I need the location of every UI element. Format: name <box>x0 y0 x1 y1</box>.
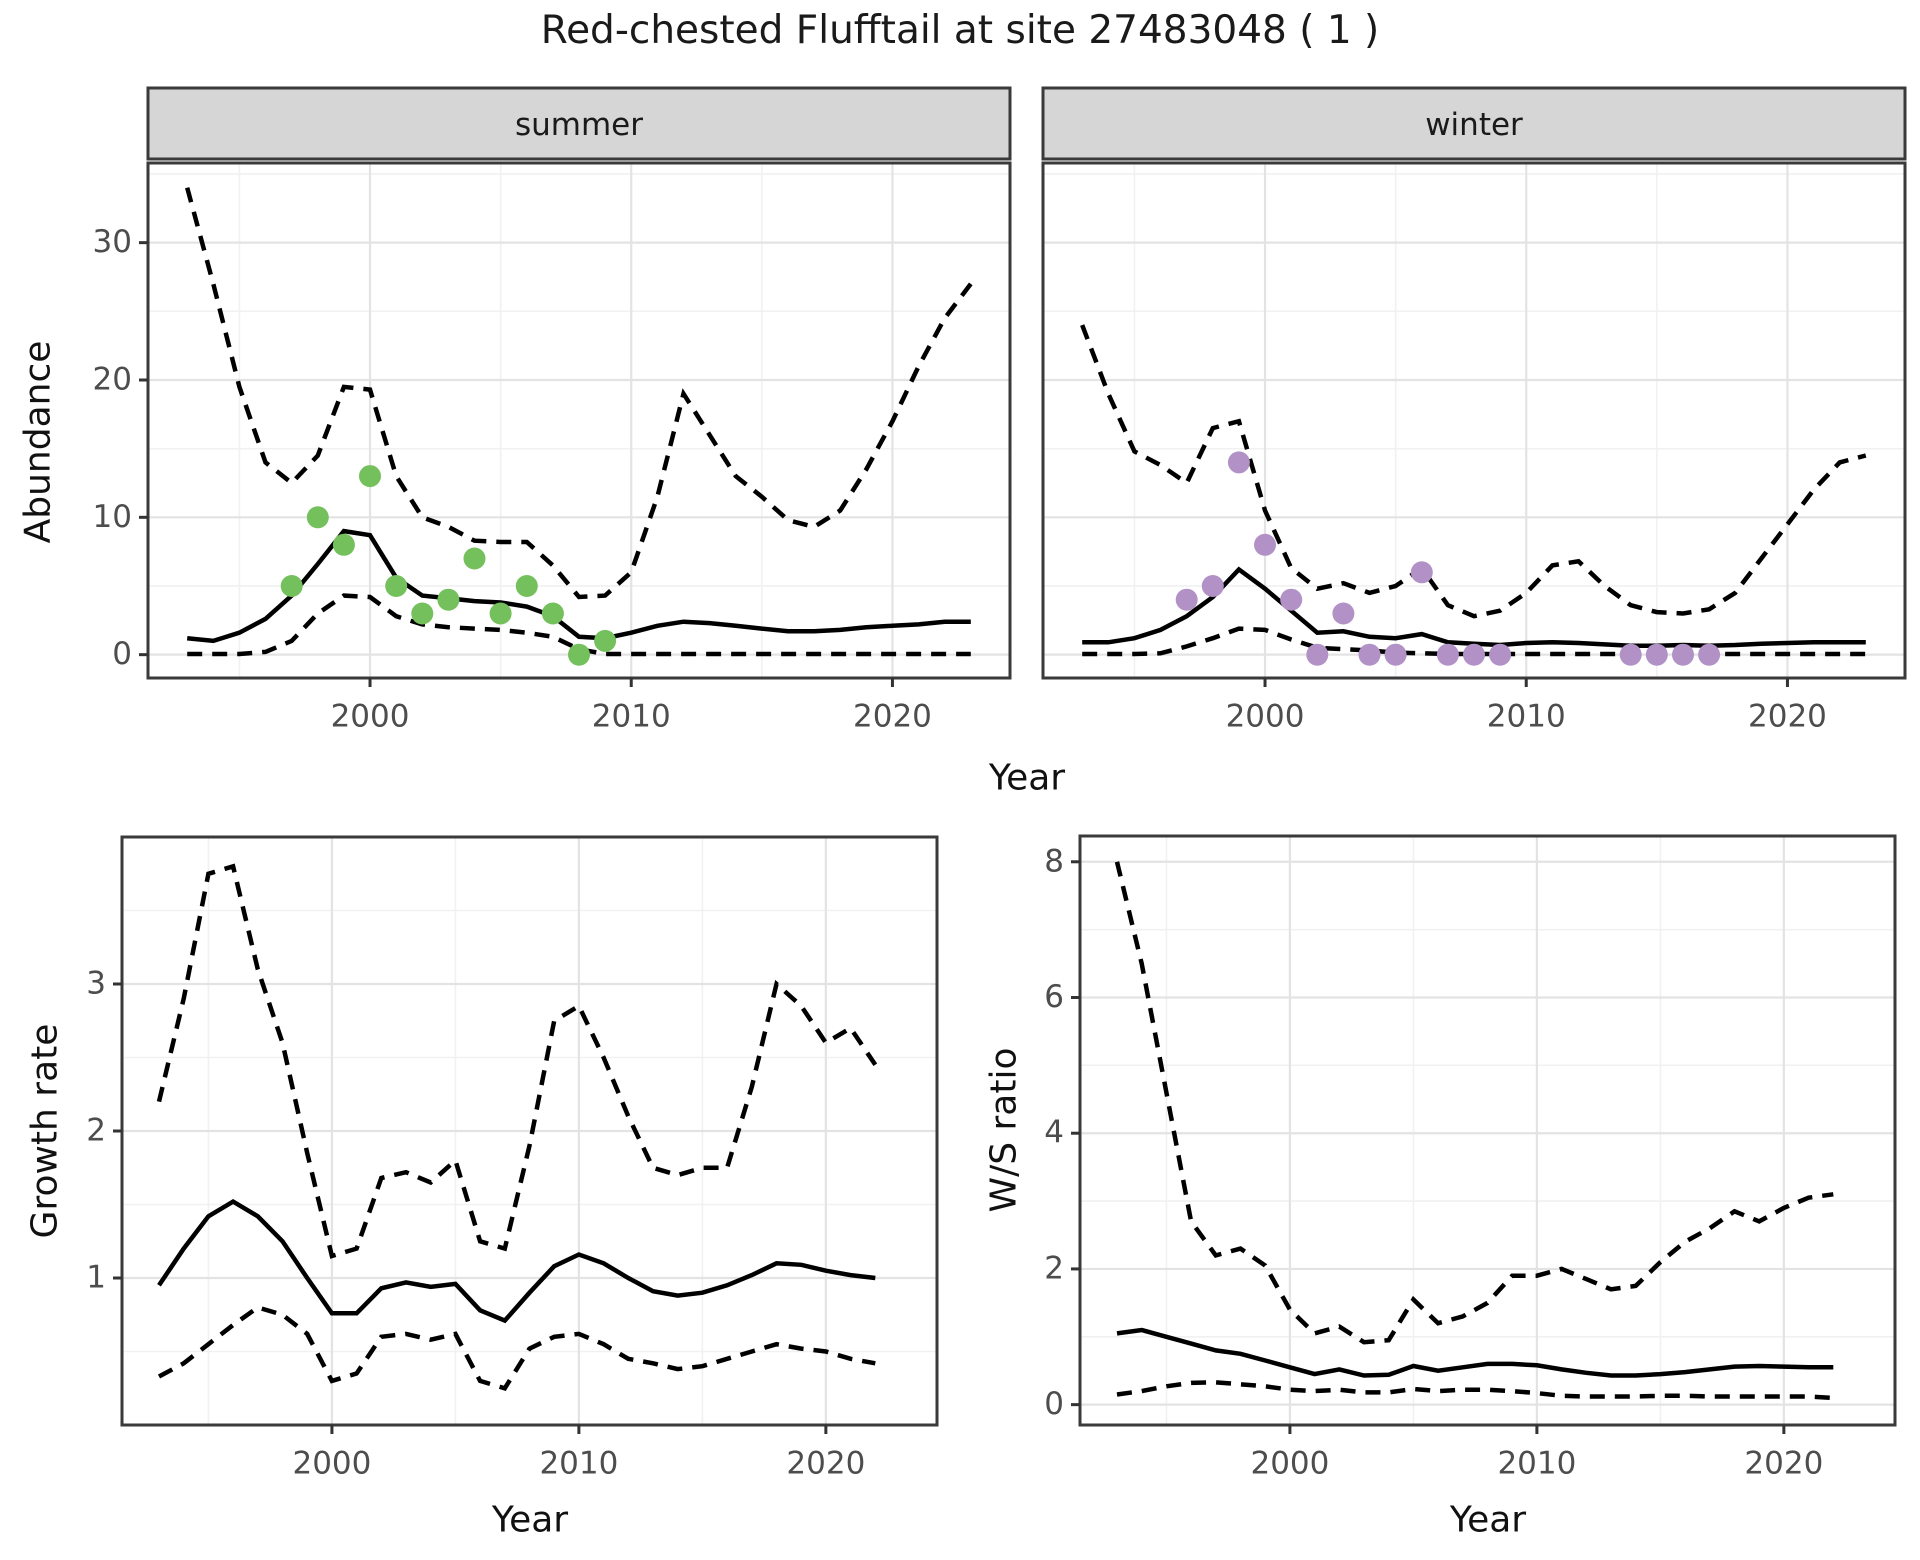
growth-rate-x-tick-label: 2000 <box>292 1446 371 1482</box>
summer-x-tick-label: 2020 <box>853 699 932 735</box>
summer-x-tick-label: 2000 <box>331 699 410 735</box>
summer-panel-background <box>148 163 1010 678</box>
facet-strip-label-winter: winter <box>1425 107 1523 143</box>
growth-rate-panel: 2000 2010 2020 1 2 3 <box>86 835 939 1482</box>
winter-panel-background <box>1043 163 1905 678</box>
winter-observed-point <box>1280 588 1303 611</box>
winter-facet-strip <box>1041 86 1907 161</box>
ws-ratio-y-tick-label: 2 <box>1044 1250 1064 1286</box>
winter-observed-point <box>1384 643 1407 666</box>
summer-observed-point <box>515 575 538 597</box>
winter-lower-ci-line <box>1082 626 1866 657</box>
ws-ratio-y-axis-title: W/S ratio <box>983 1047 1025 1213</box>
winter-x-tick-label: 2020 <box>1748 699 1827 735</box>
ws-ratio-x-tick-label: 2010 <box>1497 1446 1576 1482</box>
winter-x-tick-label: 2000 <box>1226 699 1305 735</box>
summer-observed-point <box>489 602 512 625</box>
ws-ratio-upper-ci-line <box>1114 861 1834 1345</box>
winter-observed-point <box>1332 602 1355 625</box>
ws-ratio-x-tick-label: 2020 <box>1744 1446 1823 1482</box>
summer-panel: 2000 2010 2020 0 10 20 30 <box>93 86 1012 735</box>
summer-observed-point <box>594 629 617 652</box>
abundance-y-axis-title: Abundance <box>17 340 59 544</box>
summer-observed-point <box>306 506 329 529</box>
summer-observed-point <box>463 547 486 570</box>
winter-observed-point <box>1463 643 1485 666</box>
winter-panel: 2000 2010 2020 <box>1041 86 1907 735</box>
summer-observed-point <box>411 602 434 625</box>
summer-observed-point <box>568 643 590 666</box>
summer-observed-point <box>332 533 355 556</box>
ws-ratio-y-tick-label: 0 <box>1044 1386 1064 1422</box>
chart-title: Red-chested Flufftail at site 27483048 (… <box>540 8 1380 53</box>
winter-observed-point <box>1619 643 1642 666</box>
summer-y-tick-label: 20 <box>93 361 132 397</box>
winter-observed-point <box>1645 643 1668 666</box>
winter-observed-point <box>1254 533 1276 556</box>
growth-rate-upper-ci-line <box>156 863 878 1259</box>
winter-observed-point <box>1489 643 1512 666</box>
winter-observed-point <box>1436 643 1459 666</box>
growth-rate-x-tick-label: 2010 <box>539 1446 618 1482</box>
summer-observed-point <box>359 465 381 488</box>
summer-observed-point <box>437 588 460 611</box>
growth-rate-mean-line <box>157 1198 876 1324</box>
growth-rate-y-tick-label: 2 <box>86 1113 106 1149</box>
ws-ratio-lower-ci-line <box>1116 1380 1834 1401</box>
winter-panel-border <box>1041 161 1907 680</box>
growth-rate-y-tick-label: 3 <box>86 966 106 1002</box>
winter-observed-point <box>1672 643 1694 666</box>
ws-ratio-panel-border <box>1078 834 1897 1427</box>
ws-ratio-x-tick-label: 2000 <box>1250 1446 1329 1482</box>
ws-ratio-y-tick-label: 8 <box>1044 843 1064 879</box>
summer-upper-ci-line <box>185 187 973 600</box>
ws-ratio-panel: 2000 2010 2020 0 2 4 6 8 <box>1044 834 1897 1482</box>
facet-strip-label-summer: summer <box>514 107 644 143</box>
summer-observed-point <box>541 602 564 625</box>
growth-rate-y-tick-label: 1 <box>86 1260 106 1296</box>
summer-facet-strip <box>146 86 1012 161</box>
ws-ratio-panel-background <box>1080 836 1895 1425</box>
winter-observed-point <box>1410 561 1433 584</box>
winter-observed-point <box>1227 451 1250 474</box>
winter-upper-ci-line <box>1080 324 1867 619</box>
winter-x-tick-label: 2010 <box>1487 699 1566 735</box>
winter-observed-point <box>1201 575 1224 597</box>
winter-observed-point <box>1698 643 1721 666</box>
summer-y-tick-label: 30 <box>93 224 132 260</box>
ws-ratio-x-axis-title: Year <box>1449 1499 1527 1541</box>
winter-observed-point <box>1358 643 1381 666</box>
winter-observed-point <box>1175 588 1198 611</box>
summer-y-tick-label: 10 <box>93 499 132 535</box>
summer-observed-point <box>280 575 303 597</box>
summer-lower-ci-line <box>187 593 971 657</box>
ws-ratio-y-tick-label: 6 <box>1044 979 1064 1015</box>
summer-panel-border <box>146 161 1012 680</box>
abundance-x-axis-title: Year <box>988 757 1066 799</box>
summer-x-tick-label: 2010 <box>592 699 671 735</box>
growth-rate-y-axis-title: Growth rate <box>24 1023 66 1239</box>
winter-observed-point <box>1306 643 1329 666</box>
growth-rate-x-axis-title: Year <box>491 1499 569 1541</box>
summer-y-tick-label: 0 <box>112 636 132 672</box>
growth-rate-lower-ci-line <box>157 1304 876 1391</box>
ws-ratio-y-tick-label: 4 <box>1044 1115 1064 1151</box>
summer-mean-line <box>186 528 971 644</box>
growth-rate-x-tick-label: 2020 <box>786 1446 865 1482</box>
summer-observed-point <box>385 575 408 597</box>
ws-ratio-mean-line <box>1116 1327 1834 1378</box>
